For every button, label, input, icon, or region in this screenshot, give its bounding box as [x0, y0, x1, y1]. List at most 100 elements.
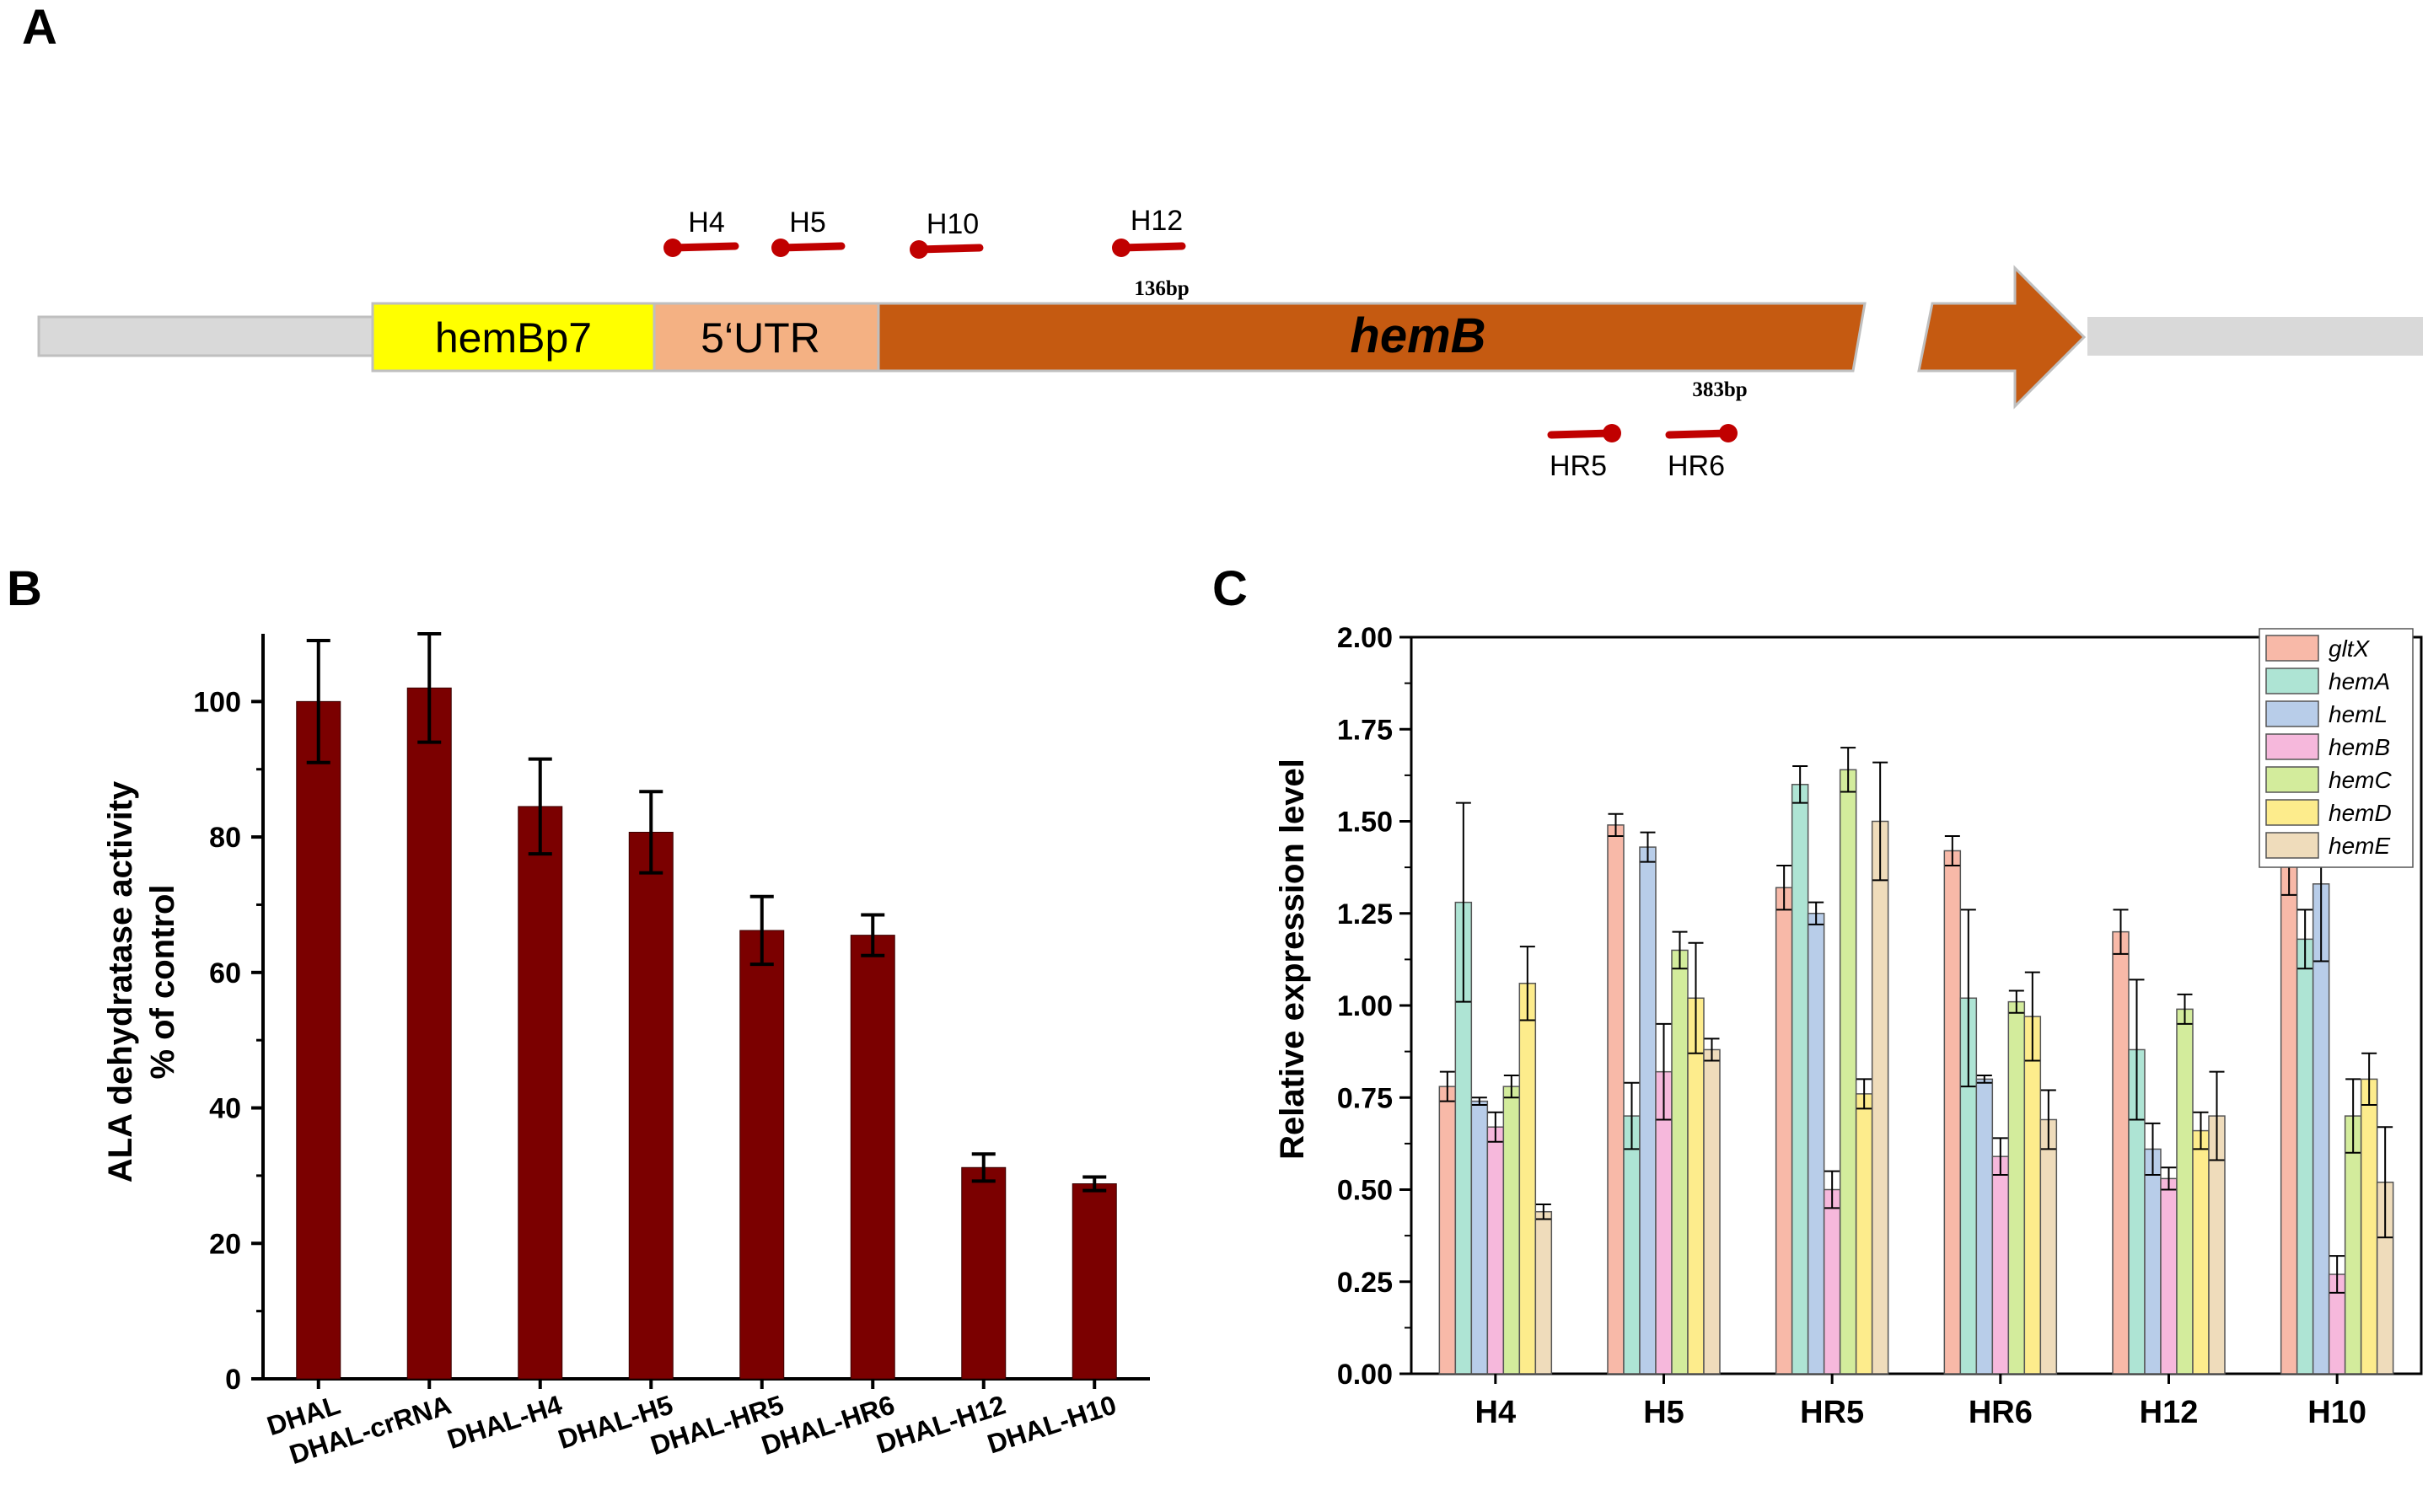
panel-c-legend-swatch-hemL	[2265, 700, 2319, 727]
panel-c-xtick-label-HR6: HR6	[1969, 1395, 2033, 1430]
panel-b-bar-DHAL-HR6	[850, 935, 895, 1380]
bp-label-top: 136bp	[1134, 277, 1189, 300]
guide-h10: H10	[910, 208, 984, 259]
panel-a-gene-map: A hemBp7 5‘UTR hemB 136bp 383bp H4 H5 H1…	[22, 0, 2423, 482]
panel-b-xtick-label-DHAL-H4: DHAL-H4	[443, 1389, 566, 1455]
panel-c-bar-HR5-gltX	[1775, 887, 1793, 1375]
promoter-label: hemBp7	[435, 314, 592, 362]
panel-c-bar-H5-hemD	[1687, 997, 1705, 1375]
panel-c-bar-HR6-hemC	[2007, 1000, 2026, 1375]
guide-h12: H12	[1112, 205, 1186, 257]
panel-letter-a: A	[22, 0, 57, 55]
panel-c-grouped-bar-chart: C 0.00 0.25 0.50 0.75 1.00 1.25 1.50 1.75 2.00 H4…	[1212, 561, 2423, 1430]
panel-c-legend-swatch-hemB	[2265, 733, 2319, 760]
panel-c-ytick-label-0: 0.00	[1337, 1359, 1393, 1391]
panel-c-ytick-label-8: 2.00	[1337, 622, 1393, 654]
panel-c-bar-HR5-hemE	[1871, 820, 1889, 1375]
panel-c-bar-H4-gltX	[1438, 1086, 1457, 1375]
panel-c-legend-label-hemC: hemC	[2329, 767, 2392, 793]
guide-h10-label: H10	[927, 208, 979, 240]
panel-c-legend-label-gltX: gltX	[2329, 635, 2371, 662]
panel-c-legend-swatch-hemA	[2265, 668, 2319, 694]
guide-h10-marker-icon	[910, 240, 928, 259]
panel-b-ytick-label-0: 0	[225, 1364, 241, 1396]
panel-c-xtick-label-H4: H4	[1475, 1395, 1517, 1430]
panel-letter-b: B	[7, 561, 42, 616]
panel-b-plot-area: 020406080100DHALDHAL-crRNADHAL-H4DHAL-H5…	[193, 632, 1150, 1470]
panel-c-ytick-label-1: 0.25	[1337, 1267, 1393, 1299]
panel-c-bar-H12-hemL	[2144, 1148, 2162, 1375]
panel-b-bar-DHAL-crRNA	[406, 687, 452, 1380]
panel-b-ytick-label-4: 80	[209, 822, 241, 854]
panel-c-bar-HR6-hemD	[2023, 1016, 2042, 1375]
panel-c-bar-HR5-hemC	[1839, 769, 1857, 1375]
panel-c-legend-label-hemE: hemE	[2329, 833, 2390, 859]
panel-c-xtick-label-H5: H5	[1643, 1395, 1684, 1430]
panel-b-bar-DHAL-H12	[961, 1166, 1007, 1380]
upstream-flank-region	[37, 315, 374, 357]
panel-letter-c: C	[1212, 561, 1248, 616]
guide-hr5: HR5	[1547, 424, 1621, 482]
panel-b-bar-DHAL-H10	[1072, 1183, 1117, 1380]
guide-hr5-label: HR5	[1550, 450, 1607, 482]
panel-b-ytick-label-2: 40	[209, 1093, 241, 1125]
panel-c-bar-HR5-hemB	[1823, 1188, 1841, 1375]
panel-c-xtick-label-H12: H12	[2140, 1395, 2199, 1430]
guide-hr6-marker-icon	[1719, 424, 1738, 442]
panel-c-bar-H5-hemC	[1671, 949, 1689, 1375]
guide-h4: H4	[663, 206, 739, 257]
panel-c-ytick-label-3: 0.75	[1337, 1082, 1393, 1114]
panel-c-bar-H4-hemC	[1502, 1086, 1521, 1375]
guide-h4-marker-icon	[663, 239, 682, 257]
panel-c-legend-label-hemD: hemD	[2329, 800, 2392, 826]
panel-b-bar-chart: B 020406080100DHALDHAL-crRNADHAL-H4DHAL-…	[7, 561, 1150, 1470]
panel-c-bar-HR6-hemE	[2039, 1118, 2058, 1375]
guide-h5-label: H5	[789, 206, 825, 239]
panel-c-ytick-label-7: 1.75	[1337, 714, 1393, 746]
panel-c-bar-H5-hemE	[1703, 1048, 1721, 1375]
panel-c-ytick-label-5: 1.25	[1337, 898, 1393, 930]
panel-c-bar-H10-hemA	[2296, 938, 2314, 1375]
panel-c-bar-HR6-hemB	[1991, 1155, 2010, 1375]
panel-c-bar-HR5-hemD	[1855, 1093, 1873, 1375]
panel-c-bar-H12-hemB	[2160, 1177, 2178, 1375]
panel-c-legend: gltX hemA hemL hemB hemC hemD hemE	[2259, 628, 2414, 868]
panel-b-ytick-label-5: 100	[193, 686, 241, 718]
panel-b-bar-DHAL-H4	[518, 806, 563, 1380]
bp-label-bottom: 383bp	[1692, 378, 1747, 401]
panel-c-bar-HR5-hemL	[1807, 913, 1825, 1375]
panel-c-plot-area: 0.00 0.25 0.50 0.75 1.00 1.25 1.50 1.75 2.00 H4 H5…	[1337, 622, 2423, 1430]
panel-b-ylabel-line2: % of control	[144, 884, 181, 1079]
promoter-block	[371, 302, 656, 373]
panel-b-bar-DHAL-HR5	[739, 930, 785, 1380]
guide-hr5-marker-icon	[1603, 424, 1621, 442]
guide-h5: H5	[771, 206, 846, 257]
panel-c-bar-H10-hemD	[2360, 1078, 2378, 1375]
panel-b-bar-DHAL	[296, 700, 341, 1380]
panel-c-bar-H4-hemD	[1518, 983, 1537, 1375]
panel-c-bar-H4-hemE	[1534, 1210, 1553, 1375]
guide-hr6-label: HR6	[1668, 450, 1725, 482]
panel-c-xtick-label-HR5: HR5	[1800, 1395, 1864, 1430]
panel-c-bar-H12-hemC	[2176, 1008, 2194, 1375]
guide-h4-label: H4	[688, 206, 724, 239]
panel-c-bar-HR5-hemA	[1791, 784, 1809, 1375]
panel-b-xtick-label-DHAL-H10: DHAL-H10	[984, 1389, 1120, 1459]
panel-b-ytick-label-1: 20	[209, 1228, 241, 1260]
panel-c-bar-H12-hemD	[2192, 1129, 2210, 1375]
hemb-gene-body	[877, 302, 1867, 373]
panel-c-ytick-label-6: 1.50	[1337, 807, 1393, 839]
panel-c-bar-H5-hemA	[1623, 1115, 1641, 1375]
panel-c-legend-label-hemA: hemA	[2329, 668, 2390, 694]
panel-b-ylabel-line1: ALA dehydratase activity	[102, 780, 139, 1182]
guide-hr6: HR6	[1665, 424, 1738, 482]
panel-c-bar-HR6-gltX	[1943, 850, 1962, 1375]
utr-label: 5‘UTR	[701, 314, 820, 362]
panel-c-legend-label-hemB: hemB	[2329, 734, 2390, 760]
panel-c-ylabel: Relative expression level	[1274, 759, 1311, 1160]
panel-c-legend-swatch-hemD	[2265, 799, 2319, 826]
panel-c-bar-H10-gltX	[2280, 824, 2298, 1375]
guide-h12-marker-icon	[1112, 239, 1131, 257]
panel-b-xtick-label-DHAL-H12: DHAL-H12	[873, 1389, 1009, 1459]
panel-c-bar-H10-hemC	[2344, 1115, 2362, 1375]
